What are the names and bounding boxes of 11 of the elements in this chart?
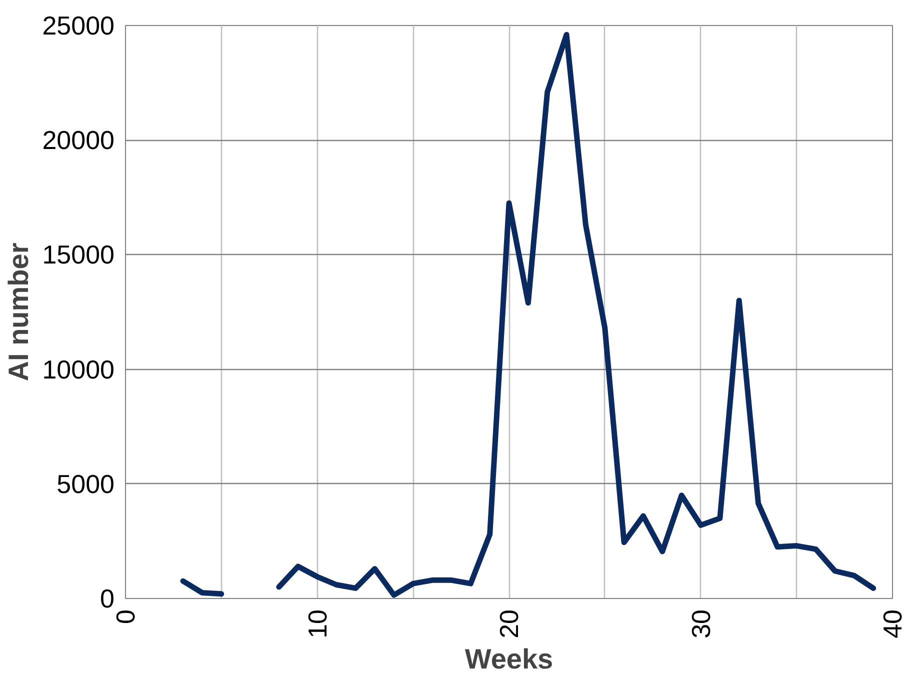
y-tick-label: 15000 [42,240,115,270]
x-axis-title: Weeks [464,643,554,674]
y-tick-label: 10000 [42,354,115,384]
x-tick-label: 20 [494,610,524,638]
x-tick-label: 10 [302,610,332,638]
x-tick-label: 40 [878,610,907,638]
x-tick-label: 30 [686,610,716,638]
y-tick-label: 25000 [42,10,115,40]
y-axis-title: AI number [3,242,34,382]
y-tick-label: 20000 [42,125,115,156]
y-tick-label: 5000 [56,468,115,499]
